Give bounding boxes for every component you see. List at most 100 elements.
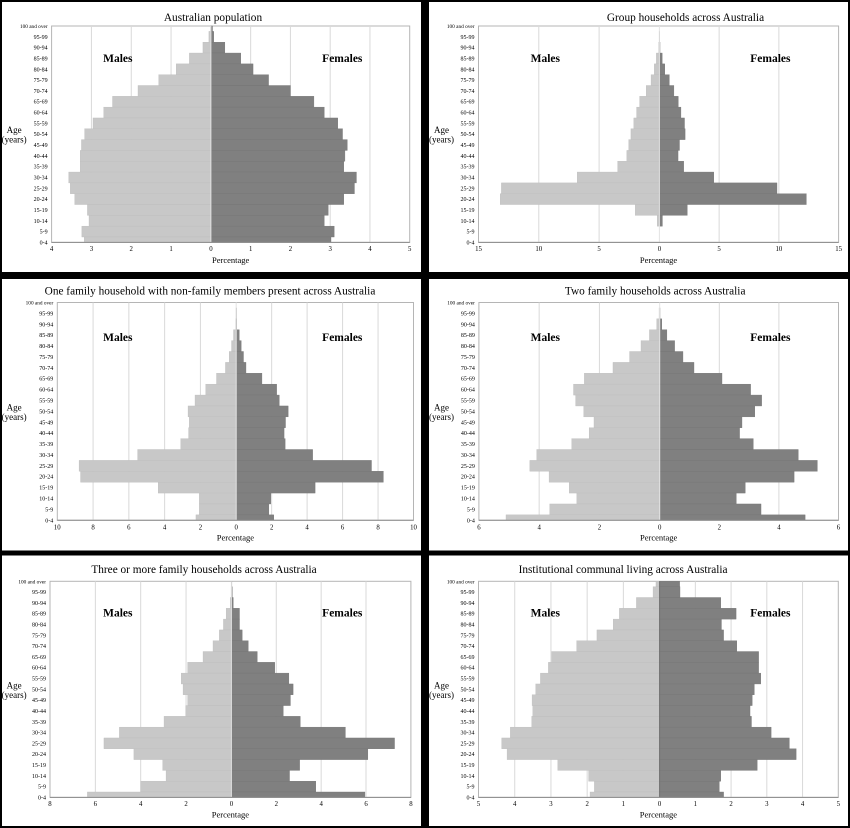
svg-text:80-84: 80-84 bbox=[461, 344, 475, 350]
svg-text:4: 4 bbox=[537, 524, 541, 531]
svg-text:0-4: 0-4 bbox=[467, 240, 475, 246]
svg-text:35-39: 35-39 bbox=[39, 442, 53, 448]
svg-text:95-99: 95-99 bbox=[39, 311, 53, 317]
svg-text:4: 4 bbox=[319, 801, 323, 808]
svg-text:Females: Females bbox=[750, 53, 791, 65]
svg-text:Females: Females bbox=[750, 332, 791, 344]
svg-text:6: 6 bbox=[341, 524, 345, 531]
svg-text:4: 4 bbox=[801, 801, 805, 808]
svg-text:45-49: 45-49 bbox=[461, 698, 475, 704]
svg-text:35-39: 35-39 bbox=[32, 720, 46, 726]
svg-text:90-94: 90-94 bbox=[32, 601, 46, 607]
svg-text:2: 2 bbox=[289, 246, 293, 253]
svg-text:8: 8 bbox=[376, 524, 380, 531]
svg-text:40-44: 40-44 bbox=[39, 431, 53, 437]
svg-text:50-54: 50-54 bbox=[32, 687, 46, 693]
svg-text:55-59: 55-59 bbox=[34, 121, 48, 127]
svg-text:Age: Age bbox=[434, 680, 449, 690]
svg-text:3: 3 bbox=[328, 246, 332, 253]
svg-text:5-9: 5-9 bbox=[467, 507, 475, 513]
svg-text:5: 5 bbox=[597, 246, 601, 253]
svg-text:(years): (years) bbox=[429, 690, 454, 700]
svg-text:5-9: 5-9 bbox=[467, 785, 475, 791]
svg-text:Females: Females bbox=[322, 607, 363, 619]
svg-text:Males: Males bbox=[103, 607, 133, 619]
svg-text:0: 0 bbox=[230, 801, 234, 808]
svg-text:90-94: 90-94 bbox=[39, 322, 53, 328]
svg-text:20-24: 20-24 bbox=[39, 475, 53, 481]
svg-text:2: 2 bbox=[184, 801, 188, 808]
svg-text:Males: Males bbox=[103, 332, 133, 344]
svg-text:15: 15 bbox=[835, 246, 842, 253]
svg-text:70-74: 70-74 bbox=[34, 89, 48, 95]
svg-text:20-24: 20-24 bbox=[461, 475, 475, 481]
svg-text:95-99: 95-99 bbox=[461, 311, 475, 317]
svg-text:8: 8 bbox=[48, 801, 52, 808]
svg-text:2: 2 bbox=[270, 524, 274, 531]
svg-text:10-14: 10-14 bbox=[34, 219, 48, 225]
svg-text:55-59: 55-59 bbox=[39, 399, 53, 405]
svg-text:4: 4 bbox=[139, 801, 143, 808]
svg-text:30-34: 30-34 bbox=[461, 175, 475, 181]
svg-text:10: 10 bbox=[775, 246, 782, 253]
svg-text:0-4: 0-4 bbox=[40, 240, 48, 246]
svg-text:15-19: 15-19 bbox=[39, 486, 53, 492]
svg-text:20-24: 20-24 bbox=[34, 197, 48, 203]
svg-text:Percentage: Percentage bbox=[640, 810, 678, 820]
svg-text:6: 6 bbox=[364, 801, 368, 808]
svg-text:Institutional communal living: Institutional communal living across Aus… bbox=[519, 564, 728, 576]
svg-text:0-4: 0-4 bbox=[45, 518, 53, 524]
svg-text:90-94: 90-94 bbox=[461, 322, 475, 328]
svg-text:90-94: 90-94 bbox=[34, 46, 48, 52]
svg-text:10: 10 bbox=[535, 246, 542, 253]
svg-text:Males: Males bbox=[103, 53, 133, 65]
svg-text:(years): (years) bbox=[2, 690, 27, 700]
svg-text:75-79: 75-79 bbox=[34, 78, 48, 84]
svg-text:40-44: 40-44 bbox=[461, 431, 475, 437]
svg-text:Age: Age bbox=[7, 680, 22, 690]
svg-text:10-14: 10-14 bbox=[32, 774, 46, 780]
svg-text:75-79: 75-79 bbox=[39, 355, 53, 361]
svg-text:45-49: 45-49 bbox=[32, 698, 46, 704]
svg-text:60-64: 60-64 bbox=[34, 111, 48, 117]
svg-text:25-29: 25-29 bbox=[461, 464, 475, 470]
svg-text:50-54: 50-54 bbox=[39, 409, 53, 415]
svg-text:0: 0 bbox=[234, 524, 238, 531]
svg-text:25-29: 25-29 bbox=[32, 741, 46, 747]
svg-text:40-44: 40-44 bbox=[461, 154, 475, 160]
svg-text:Females: Females bbox=[322, 332, 363, 344]
svg-text:30-34: 30-34 bbox=[39, 453, 53, 459]
svg-text:70-74: 70-74 bbox=[461, 89, 475, 95]
svg-text:70-74: 70-74 bbox=[32, 644, 46, 650]
svg-text:Percentage: Percentage bbox=[640, 533, 678, 543]
svg-text:2: 2 bbox=[199, 524, 203, 531]
svg-text:3: 3 bbox=[765, 801, 769, 808]
svg-text:5-9: 5-9 bbox=[40, 230, 48, 236]
svg-text:100 and over: 100 and over bbox=[447, 301, 475, 307]
svg-text:Two family households across A: Two family households across Australia bbox=[565, 286, 746, 298]
svg-text:0: 0 bbox=[658, 801, 662, 808]
svg-text:Males: Males bbox=[531, 53, 561, 65]
svg-text:60-64: 60-64 bbox=[39, 388, 53, 394]
svg-text:1: 1 bbox=[622, 801, 625, 808]
svg-text:65-69: 65-69 bbox=[32, 655, 46, 661]
svg-text:30-34: 30-34 bbox=[461, 453, 475, 459]
svg-text:40-44: 40-44 bbox=[34, 154, 48, 160]
svg-text:85-89: 85-89 bbox=[39, 333, 53, 339]
svg-text:75-79: 75-79 bbox=[461, 78, 475, 84]
svg-text:80-84: 80-84 bbox=[32, 623, 46, 629]
svg-text:65-69: 65-69 bbox=[461, 100, 475, 106]
svg-text:Males: Males bbox=[531, 607, 561, 619]
svg-text:4: 4 bbox=[513, 801, 517, 808]
svg-text:0-4: 0-4 bbox=[467, 795, 475, 801]
svg-text:55-59: 55-59 bbox=[461, 121, 475, 127]
svg-text:0: 0 bbox=[209, 246, 213, 253]
svg-text:45-49: 45-49 bbox=[461, 143, 475, 149]
svg-text:30-34: 30-34 bbox=[461, 731, 475, 737]
svg-text:100 and over: 100 and over bbox=[20, 24, 48, 30]
svg-text:2: 2 bbox=[275, 801, 279, 808]
svg-text:70-74: 70-74 bbox=[39, 366, 53, 372]
svg-text:3: 3 bbox=[549, 801, 553, 808]
svg-text:6: 6 bbox=[94, 801, 98, 808]
svg-text:55-59: 55-59 bbox=[461, 399, 475, 405]
